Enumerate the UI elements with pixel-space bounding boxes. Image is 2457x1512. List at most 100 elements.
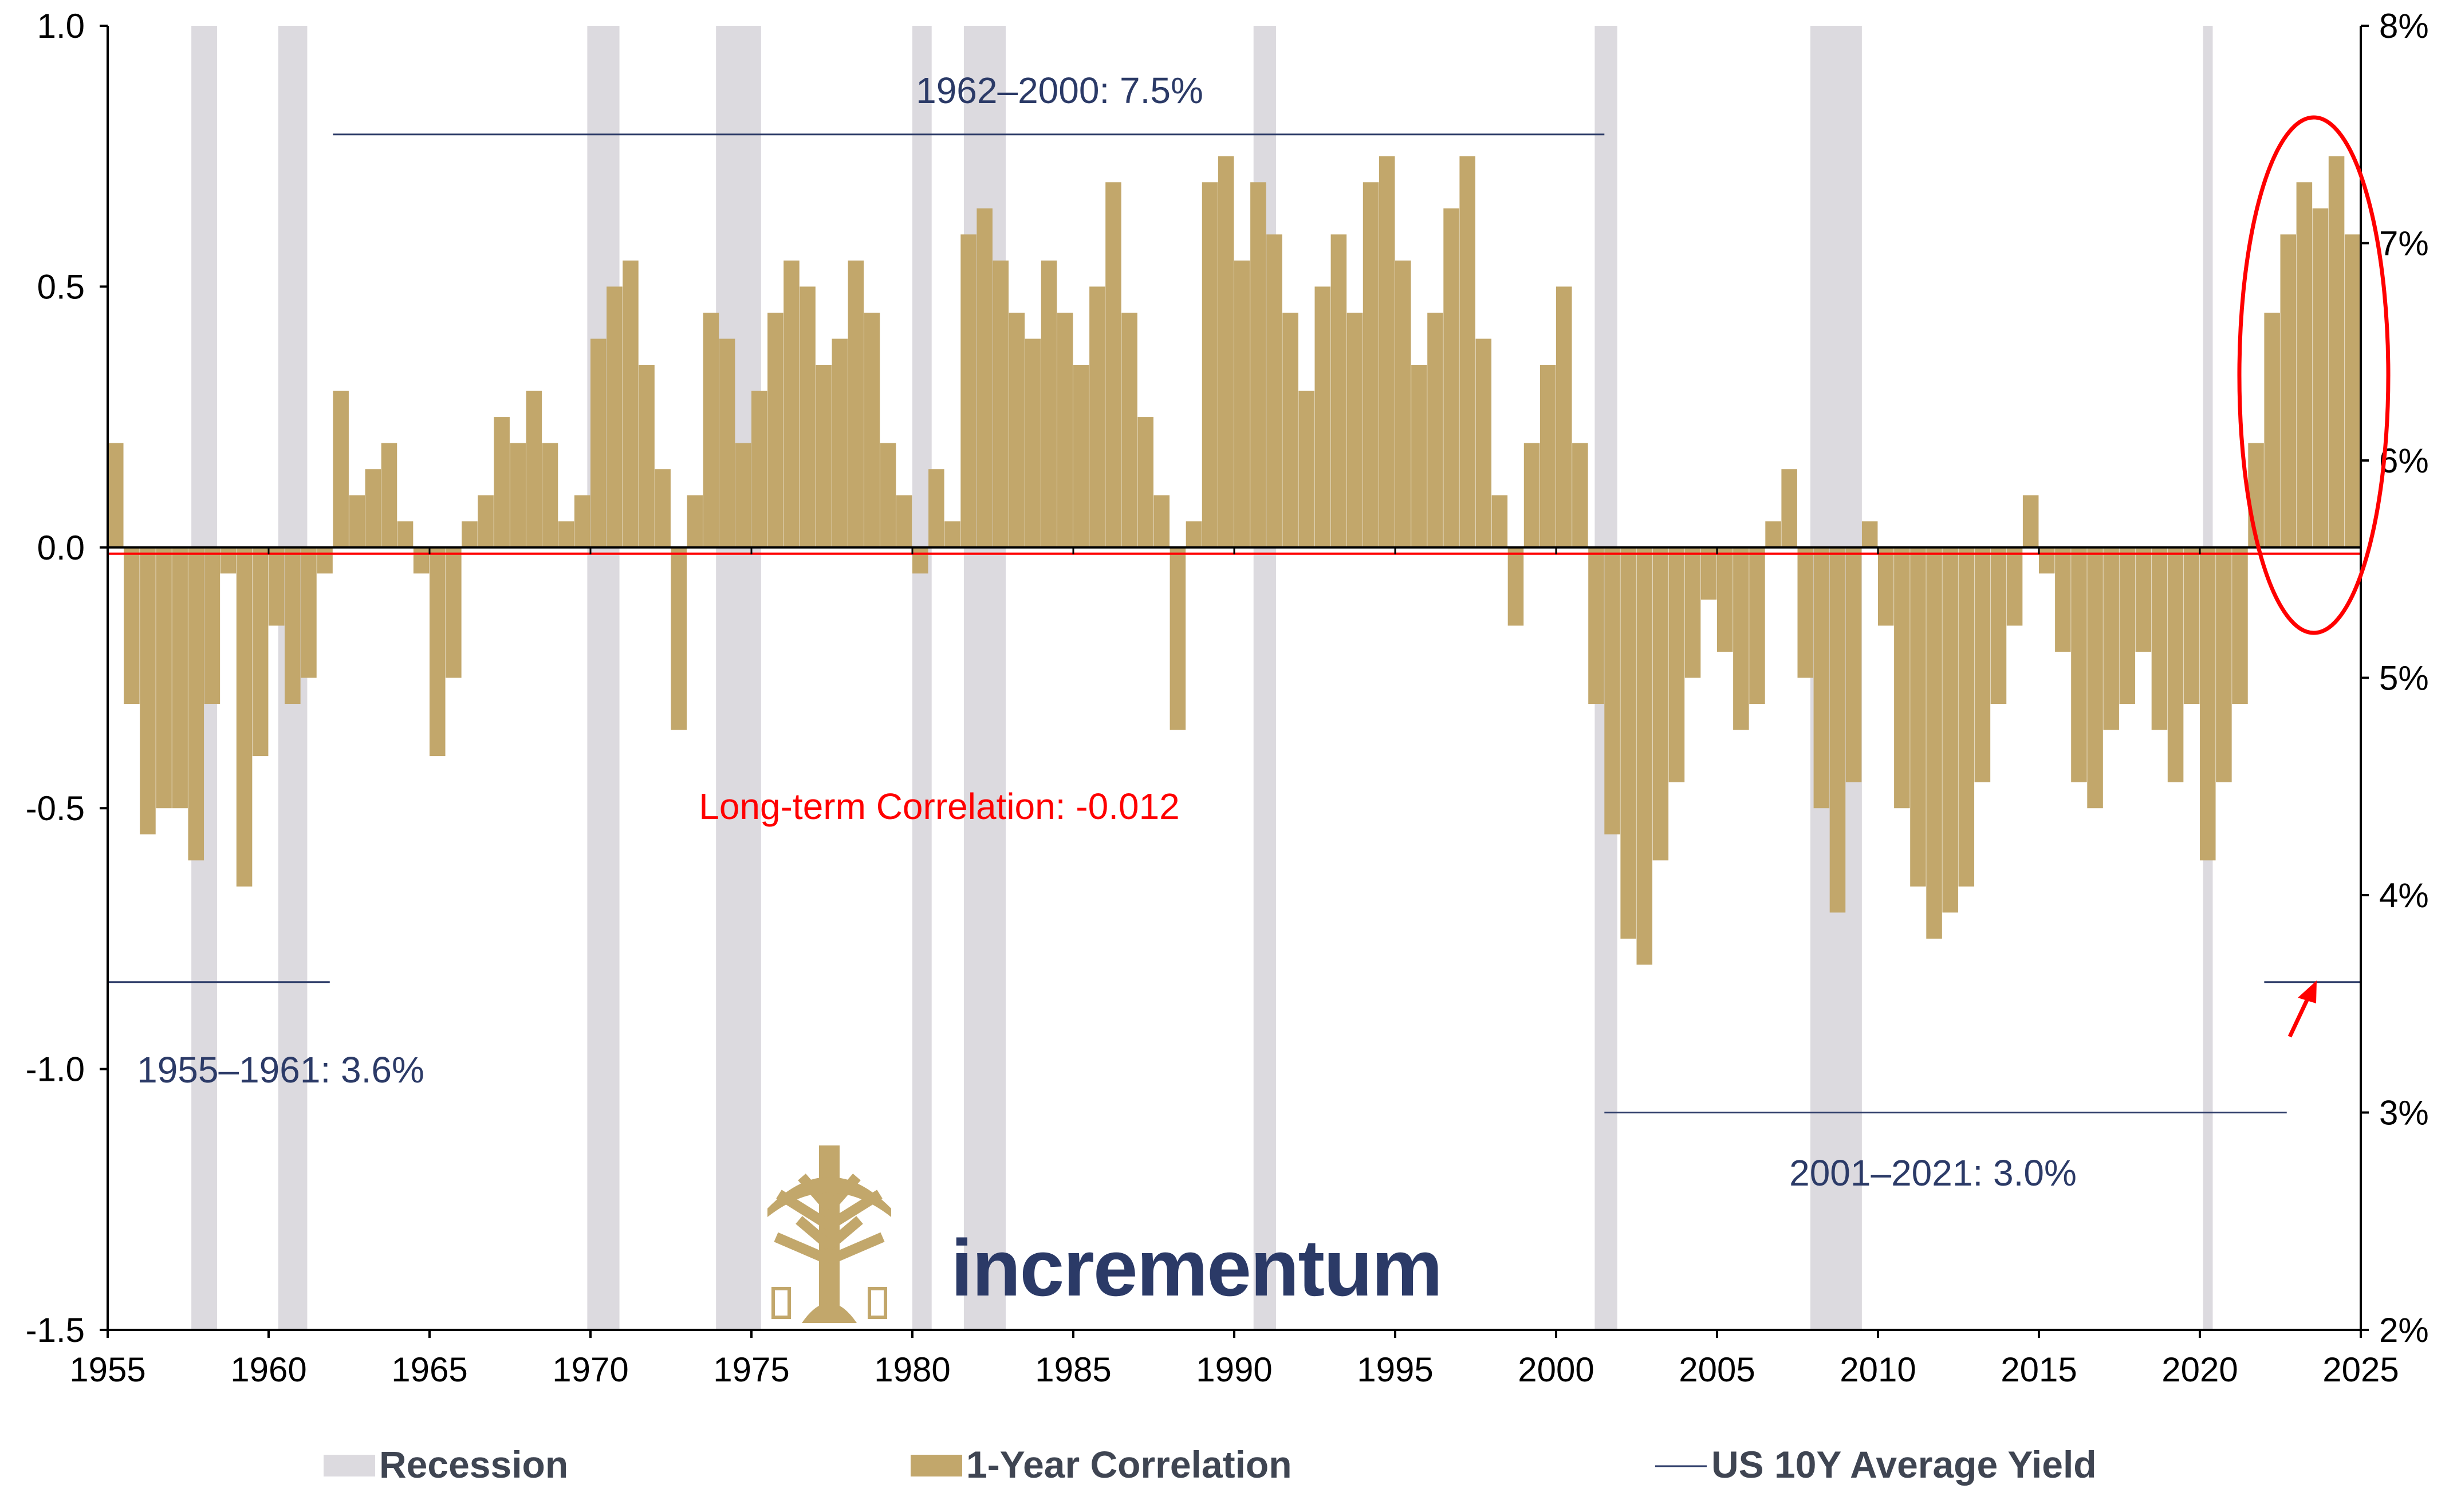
highlight-ellipse: [2237, 115, 2391, 635]
correlation-bar: [1314, 286, 1331, 548]
correlation-bar: [783, 260, 800, 548]
correlation-bar: [1379, 156, 1395, 548]
correlation-bar: [1009, 312, 1025, 548]
correlation-bar: [1186, 521, 1202, 548]
correlation-bar: [333, 391, 349, 548]
correlation-bar: [1089, 286, 1105, 548]
correlation-bar: [735, 443, 751, 548]
correlation-bar: [188, 547, 204, 861]
correlation-bar: [1266, 234, 1282, 548]
correlation-bar: [2264, 312, 2280, 548]
correlation-bar: [639, 365, 655, 548]
correlation-bar: [687, 495, 703, 548]
correlation-bar: [2344, 234, 2361, 548]
correlation-bar: [1813, 547, 1830, 809]
correlation-bar: [462, 521, 478, 548]
correlation-bar: [430, 547, 446, 757]
correlation-bar: [478, 495, 494, 548]
correlation-bar: [655, 469, 671, 548]
correlation-bar: [1781, 469, 1797, 548]
correlation-bar: [140, 547, 156, 834]
correlation-bar: [1684, 547, 1701, 678]
correlation-bar: [1974, 547, 1991, 782]
annotation-long-term-correlation: Long-term Correlation: -0.012: [699, 786, 1180, 827]
correlation-bar: [719, 338, 735, 548]
correlation-bar: [1717, 547, 1733, 652]
right-y-tick-label: 4%: [2379, 876, 2429, 915]
left-y-tick-label: 1.0: [37, 7, 85, 45]
axis-ticks: 1.0 0.5 0.0 -0.5 -1.0 -1.5 8% 7% 6% 5% 4% 3% 2% 1955 1…: [26, 7, 2429, 1389]
correlation-bar: [1926, 547, 1942, 939]
annotation-1955-1961: 1955–1961: 3.6%: [137, 1049, 424, 1090]
correlation-bar: [1604, 547, 1620, 834]
annotation-1962-2000: 1962–2000: 7.5%: [916, 70, 1203, 111]
legend: Recession 1-Year Correlation US 10Y Aver…: [324, 1443, 2097, 1486]
correlation-bar: [1218, 156, 1234, 548]
correlation-bar: [558, 521, 574, 548]
correlation-bar: [751, 391, 767, 548]
correlation-bar: [1700, 547, 1717, 600]
correlation-bar: [2071, 547, 2087, 782]
correlation-bar: [1459, 156, 1475, 548]
correlation-bar: [1137, 417, 1153, 548]
recession-band: [587, 26, 620, 1330]
annotation-2001-2021: 2001–2021: 3.0%: [1789, 1152, 2077, 1194]
correlation-bar: [928, 469, 944, 548]
incrementum-logo: incrementum: [767, 1145, 1443, 1323]
correlation-bar: [1475, 338, 1492, 548]
correlation-bar: [2151, 547, 2168, 730]
legend-correlation-label: 1-Year Correlation: [966, 1443, 1292, 1486]
correlation-bar: [2312, 208, 2329, 548]
correlation-bar: [1153, 495, 1170, 548]
correlation-bar: [252, 547, 269, 757]
correlation-bar: [1572, 443, 1588, 548]
correlation-bar: [671, 547, 687, 730]
correlation-bar: [1861, 521, 1878, 548]
correlation-bar: [1652, 547, 1669, 861]
correlation-bar: [301, 547, 317, 678]
correlation-bar: [317, 547, 333, 574]
correlation-bar: [236, 547, 253, 887]
right-y-tick-label: 8%: [2379, 7, 2429, 45]
correlation-bar: [2183, 547, 2200, 704]
correlation-bar: [446, 547, 462, 678]
correlation-bar: [2055, 547, 2071, 652]
correlation-bar: [1990, 547, 2007, 704]
correlation-bar: [124, 547, 140, 704]
correlation-bar: [2296, 182, 2313, 548]
x-tick-label: 1995: [1357, 1350, 1433, 1389]
x-tick-label: 2015: [2001, 1350, 2077, 1389]
correlation-bar: [542, 443, 558, 548]
correlation-bar: [1443, 208, 1459, 548]
correlation-bar: [848, 260, 864, 548]
legend-correlation-swatch: [911, 1455, 962, 1476]
left-y-tick-label: 0.0: [37, 529, 85, 567]
left-y-tick-label: 0.5: [37, 267, 85, 306]
correlation-bar: [816, 365, 832, 548]
correlation-bar: [349, 495, 365, 548]
x-tick-label: 1960: [230, 1350, 306, 1389]
correlation-bars: [108, 156, 2361, 965]
correlation-bar: [2039, 547, 2055, 574]
x-tick-label: 2025: [2322, 1350, 2399, 1389]
correlation-bar: [2328, 156, 2345, 548]
correlation-bar: [1073, 365, 1089, 548]
correlation-bar: [1330, 234, 1347, 548]
correlation-bar: [1797, 547, 1814, 678]
correlation-bar: [381, 443, 397, 548]
correlation-bar: [976, 208, 993, 548]
correlation-bar: [397, 521, 414, 548]
correlation-bar: [1636, 547, 1653, 965]
right-y-tick-label: 3%: [2379, 1094, 2429, 1132]
correlation-bar: [623, 260, 639, 548]
legend-recession-label: Recession: [379, 1443, 568, 1486]
correlation-bar: [1041, 260, 1057, 548]
correlation-bar: [1749, 547, 1765, 704]
correlation-bar: [108, 443, 124, 548]
x-tick-label: 1965: [391, 1350, 467, 1389]
logo-wordmark: incrementum: [951, 1223, 1442, 1313]
correlation-bar: [494, 417, 510, 548]
correlation-bar: [2167, 547, 2184, 782]
correlation-bar: [1298, 391, 1314, 548]
